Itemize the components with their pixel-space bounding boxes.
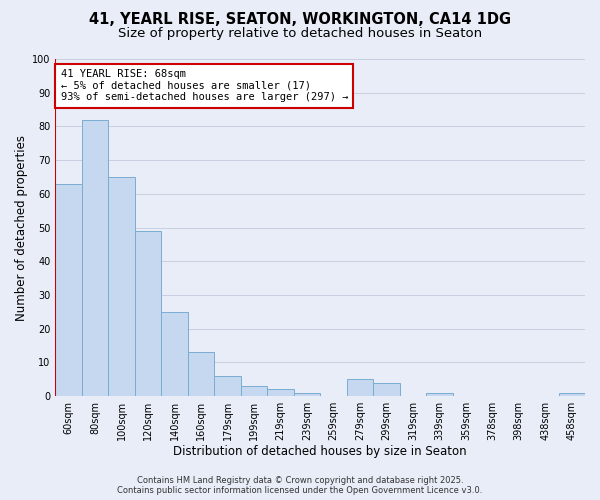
Bar	[161, 312, 188, 396]
Y-axis label: Number of detached properties: Number of detached properties	[15, 134, 28, 320]
Bar	[347, 379, 373, 396]
Bar	[55, 184, 82, 396]
Text: 41 YEARL RISE: 68sqm
← 5% of detached houses are smaller (17)
93% of semi-detach: 41 YEARL RISE: 68sqm ← 5% of detached ho…	[61, 69, 348, 102]
Bar	[559, 392, 585, 396]
Bar	[426, 392, 452, 396]
X-axis label: Distribution of detached houses by size in Seaton: Distribution of detached houses by size …	[173, 444, 467, 458]
Bar	[373, 382, 400, 396]
Bar	[241, 386, 267, 396]
Text: 41, YEARL RISE, SEATON, WORKINGTON, CA14 1DG: 41, YEARL RISE, SEATON, WORKINGTON, CA14…	[89, 12, 511, 28]
Bar	[214, 376, 241, 396]
Bar	[109, 177, 135, 396]
Bar	[188, 352, 214, 396]
Bar	[267, 390, 294, 396]
Text: Contains HM Land Registry data © Crown copyright and database right 2025.
Contai: Contains HM Land Registry data © Crown c…	[118, 476, 482, 495]
Bar	[135, 231, 161, 396]
Text: Size of property relative to detached houses in Seaton: Size of property relative to detached ho…	[118, 28, 482, 40]
Bar	[82, 120, 109, 396]
Bar	[294, 392, 320, 396]
